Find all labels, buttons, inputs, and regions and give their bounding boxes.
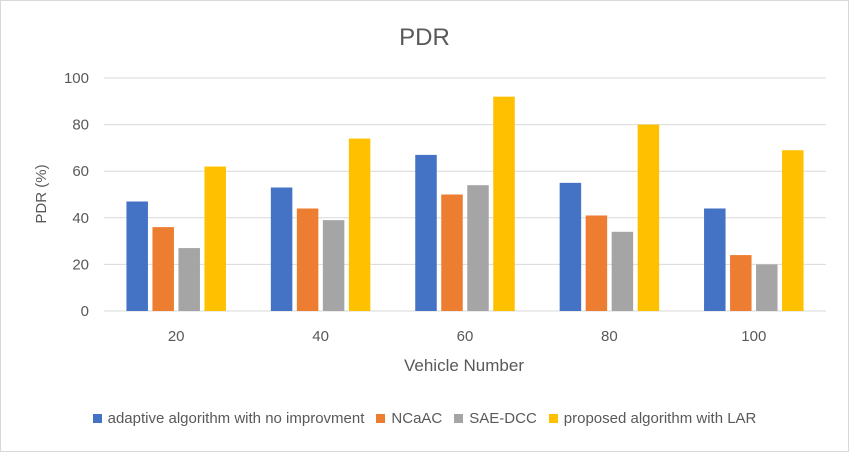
legend: adaptive algorithm with no improvment NCa…: [0, 410, 849, 427]
bar: [756, 264, 778, 311]
y-tick-label: 100: [64, 70, 89, 87]
chart-title: PDR: [399, 24, 450, 51]
legend-item: NCaAC: [376, 410, 442, 427]
legend-swatch: [454, 414, 464, 423]
legend-item: SAE-DCC: [454, 410, 537, 427]
legend-label: proposed algorithm with LAR: [563, 410, 757, 427]
y-tick-label: 20: [72, 256, 89, 273]
y-tick-label: 0: [81, 303, 89, 320]
legend-label: NCaAC: [391, 410, 443, 427]
bar: [322, 220, 345, 311]
bar: [585, 215, 608, 311]
bar: [178, 248, 200, 311]
x-tick-label: 40: [312, 328, 329, 345]
bar: [126, 201, 148, 311]
bar: [441, 194, 463, 311]
x-tick-label: 100: [741, 328, 766, 345]
legend-swatch: [548, 414, 558, 423]
bar: [348, 138, 371, 311]
bar: [637, 124, 660, 311]
bar: [204, 166, 226, 311]
bar: [415, 154, 437, 311]
bar: [704, 208, 726, 311]
x-tick-labels: 20 40 60 80 100: [168, 328, 766, 345]
bars: [126, 96, 804, 311]
y-tick-labels: 0 20 40 60 80 100: [64, 70, 89, 320]
bar: [467, 185, 489, 311]
y-tick-label: 80: [72, 117, 89, 134]
legend-swatch: [376, 414, 386, 423]
y-tick-label: 40: [72, 210, 89, 227]
y-axis-label: PDR (%): [33, 164, 50, 223]
legend-item: proposed algorithm with LAR: [548, 410, 757, 427]
bar: [152, 227, 174, 311]
bar: [296, 208, 319, 311]
bar: [782, 150, 804, 311]
bar: [611, 231, 634, 311]
x-axis-label: Vehicle Number: [404, 356, 524, 375]
x-tick-label: 60: [457, 328, 474, 345]
bar: [270, 187, 293, 311]
x-tick-label: 20: [168, 328, 185, 345]
x-tick-label: 80: [601, 328, 618, 345]
bar: [559, 182, 582, 311]
y-tick-label: 60: [72, 163, 89, 180]
bar: [730, 255, 752, 311]
legend-item: adaptive algorithm with no improvment: [92, 410, 365, 427]
legend-swatch: [92, 414, 102, 423]
legend-label: SAE-DCC: [469, 410, 537, 427]
legend-label: adaptive algorithm with no improvment: [107, 410, 365, 427]
bar: [493, 96, 515, 311]
